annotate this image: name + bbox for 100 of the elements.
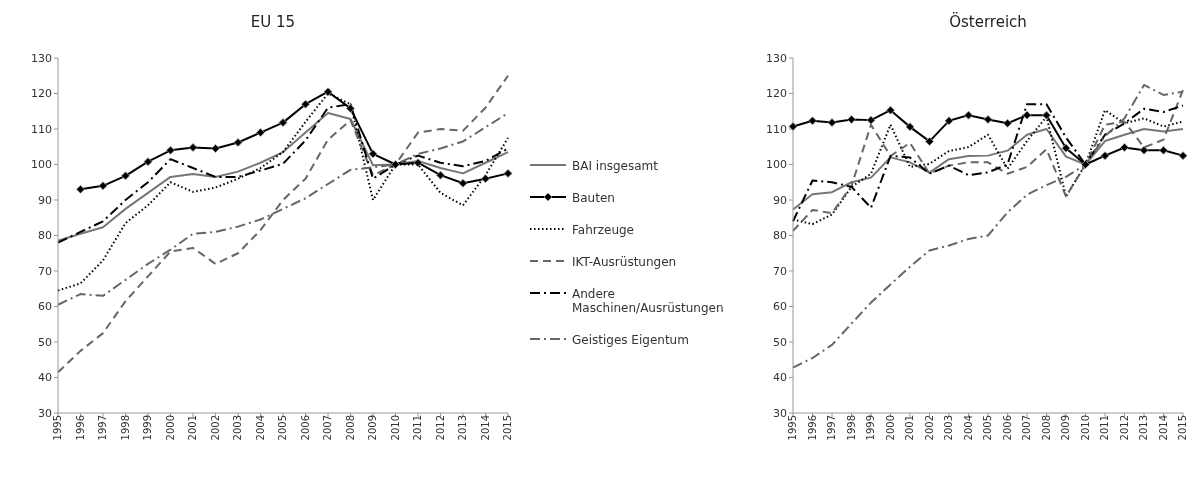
y-tick-label: 50 [38, 335, 52, 349]
y-tick-label: 100 [31, 158, 52, 172]
x-tick-label: 2008 [344, 415, 356, 441]
y-tick-label: 60 [773, 300, 787, 314]
point [905, 122, 915, 132]
point [964, 110, 973, 120]
point [925, 137, 934, 146]
chart-title: EU 15 [249, 12, 297, 33]
point [788, 122, 798, 131]
x-tick-label: 1997 [97, 415, 109, 441]
point [211, 144, 220, 153]
point [323, 87, 333, 97]
point [503, 168, 513, 178]
legend-label: IKT-Ausrüstungen [572, 255, 677, 269]
y-tick-label: 70 [38, 264, 52, 278]
x-tick-label: 2010 [389, 415, 401, 441]
x-tick-label: 2008 [1040, 415, 1052, 441]
x-tick-label: 2012 [434, 415, 446, 441]
point [866, 115, 876, 125]
point [301, 99, 310, 109]
x-tick-label: 2010 [1079, 415, 1091, 441]
x-tick-label: 1999 [142, 415, 154, 441]
point [1022, 110, 1032, 120]
y-tick-label: 110 [766, 122, 787, 136]
x-tick-label: 1997 [826, 415, 838, 441]
x-tick-label: 2013 [1138, 415, 1150, 441]
x-tick-label: 2014 [1157, 415, 1169, 441]
x-tick-label: 1998 [119, 415, 131, 441]
point [188, 143, 198, 152]
x-tick-label: 2013 [457, 415, 469, 441]
x-tick-label: 2012 [1118, 415, 1130, 441]
y-tick-label: 90 [38, 193, 52, 207]
x-tick-label: 1998 [845, 415, 857, 441]
y-tick-label: 100 [766, 158, 787, 172]
point [1061, 143, 1071, 153]
x-tick-label: 2001 [904, 415, 916, 441]
point [143, 157, 153, 167]
x-tick-label: 2014 [479, 415, 491, 441]
y-tick-label: 70 [773, 264, 787, 278]
point [391, 160, 400, 169]
x-tick-label: 2006 [1001, 415, 1013, 441]
legend-label: Fahrzeuge [572, 223, 634, 237]
point [481, 174, 490, 184]
x-tick-label: 2000 [884, 415, 896, 441]
x-tick-label: 2011 [1099, 415, 1111, 441]
x-tick-label: 1996 [806, 415, 818, 441]
x-tick-label: 2011 [412, 415, 424, 441]
point [256, 128, 265, 137]
legend-label: Geistiges Eigentum [572, 333, 689, 347]
y-tick-label: 120 [31, 87, 52, 101]
x-tick-label: 2005 [982, 415, 994, 441]
x-tick-label: 2003 [943, 415, 955, 441]
y-tick-label: 30 [38, 406, 52, 420]
x-tick-label: 2006 [299, 415, 311, 441]
legend-label: Andere Maschinen/Ausrüstungen [572, 287, 725, 315]
x-tick-label: 2002 [209, 415, 221, 441]
x-tick-label: 2015 [1177, 415, 1189, 441]
line-series [792, 128, 1184, 211]
point [413, 158, 423, 168]
y-tick-label: 130 [766, 51, 787, 65]
line-series [57, 74, 509, 374]
y-tick-label: 50 [773, 335, 787, 349]
point [1042, 110, 1051, 120]
x-tick-label: 1996 [74, 415, 86, 441]
point [436, 170, 445, 180]
x-tick-label: 2007 [322, 415, 334, 441]
x-tick-label: 1995 [787, 415, 799, 441]
x-tick-label: 2007 [1021, 415, 1033, 441]
legend-label: BAI insgesamt [572, 159, 658, 173]
y-tick-label: 130 [31, 51, 52, 65]
point [1178, 151, 1188, 161]
x-tick-label: 2009 [1060, 415, 1072, 441]
x-tick-label: 2002 [923, 415, 935, 441]
point [76, 184, 85, 194]
point [1120, 143, 1129, 152]
point [1139, 145, 1149, 155]
y-tick-label: 60 [38, 300, 52, 314]
x-tick-label: 2005 [277, 415, 289, 441]
point [346, 104, 355, 113]
x-tick-label: 2004 [254, 415, 266, 441]
y-tick-label: 30 [773, 406, 787, 420]
point [944, 116, 954, 126]
chart-title: Österreich [948, 11, 1028, 33]
y-tick-label: 80 [773, 229, 787, 243]
x-tick-label: 1999 [865, 415, 877, 441]
point [278, 118, 288, 128]
x-tick-label: 2009 [367, 415, 379, 441]
x-tick-label: 2003 [232, 415, 244, 441]
y-tick-label: 40 [38, 371, 52, 385]
point [458, 178, 468, 188]
point [827, 118, 837, 128]
point [983, 115, 993, 124]
point [166, 145, 175, 155]
x-tick-label: 2000 [164, 415, 176, 441]
point [1003, 118, 1012, 128]
y-tick-label: 80 [38, 229, 52, 243]
y-tick-label: 120 [766, 87, 787, 101]
x-tick-label: 2015 [502, 415, 514, 441]
point [1100, 151, 1110, 161]
x-tick-label: 1995 [52, 415, 64, 441]
